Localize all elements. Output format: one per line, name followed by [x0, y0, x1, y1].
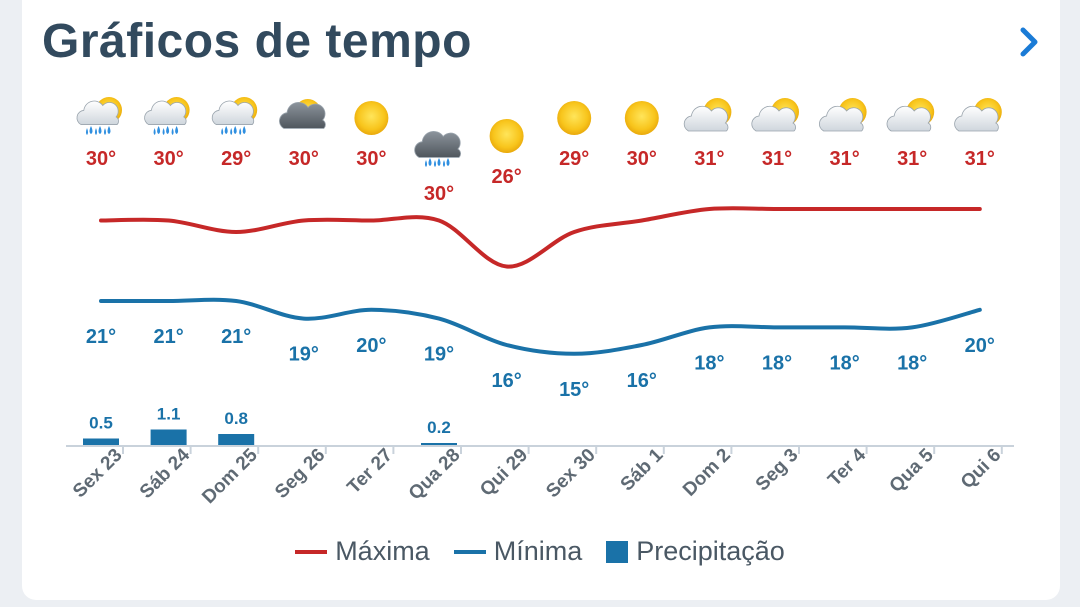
- sun-cloud-icon: [886, 98, 935, 132]
- max-temp-label: 30°: [424, 183, 454, 205]
- min-temp-label: 18°: [762, 352, 792, 374]
- legend-swatch-max: [295, 549, 328, 554]
- x-tick-label: Qua 28: [405, 445, 465, 505]
- min-temp-label: 15°: [559, 379, 589, 401]
- max-temp-label: 31°: [694, 148, 724, 170]
- cloud-icon: [279, 99, 326, 129]
- x-tick-label: Dom 2: [679, 445, 735, 501]
- legend-label-precip: Precipitação: [636, 536, 785, 566]
- sun-cloud-icon: [954, 98, 1002, 132]
- min-temp-label: 21°: [221, 326, 251, 348]
- min-temp-label: 20°: [356, 335, 386, 357]
- x-tick-label: Dom 25: [198, 444, 262, 508]
- precip-label: 1.1: [157, 405, 181, 424]
- precip-bar[interactable]: [83, 438, 119, 447]
- x-tick-label: Qui 29: [476, 445, 532, 501]
- precip-bar[interactable]: [150, 429, 187, 447]
- x-tick-label: Ter 4: [824, 444, 870, 490]
- x-tick-label: Sáb 1: [617, 444, 668, 495]
- precip-label: 0.2: [427, 418, 451, 437]
- min-temp-label: 18°: [897, 352, 927, 374]
- sun-icon: [557, 101, 592, 135]
- max-temp-line: [99, 206, 982, 269]
- x-tick-label: Qua 5: [886, 444, 938, 496]
- min-temp-line: [99, 297, 982, 356]
- max-temp-label: 31°: [965, 148, 995, 170]
- precip-bar[interactable]: [218, 434, 255, 446]
- x-tick-label: Seg 3: [752, 445, 803, 496]
- sun-cloud-rain-icon: [144, 97, 190, 135]
- min-temp-label: 20°: [965, 335, 995, 357]
- cloud-rain-icon: [414, 131, 461, 167]
- max-temp-label: 30°: [289, 148, 319, 170]
- min-temp-label: 21°: [86, 326, 116, 348]
- sun-icon: [354, 101, 389, 135]
- min-temp-label: 19°: [289, 344, 319, 366]
- max-temp-label: 30°: [153, 148, 183, 170]
- sun-cloud-rain-icon: [76, 97, 122, 135]
- precip-label: 0.8: [224, 409, 248, 428]
- x-tick-label: Ter 27: [343, 445, 396, 498]
- max-temp-label: 31°: [829, 148, 859, 170]
- sun-icon: [489, 119, 524, 153]
- max-temp-label: 31°: [897, 148, 927, 170]
- x-tick-label: Seg 26: [271, 445, 329, 503]
- legend-label-max: Máxima: [335, 536, 430, 566]
- min-temp-label: 16°: [627, 370, 657, 392]
- min-temp-label: 18°: [829, 352, 859, 374]
- chart-legend: Máxima Mínima Precipitação: [0, 536, 1080, 567]
- sun-cloud-icon: [683, 98, 732, 132]
- sun-cloud-icon: [819, 98, 867, 132]
- max-temp-label: 30°: [356, 148, 386, 170]
- max-temp-label: 26°: [491, 166, 521, 188]
- legend-item-min[interactable]: Mínima: [453, 536, 583, 567]
- x-tick-label: Sex 30: [542, 445, 599, 502]
- x-tick-label: Qui 6: [957, 445, 1005, 493]
- precip-bar[interactable]: [421, 443, 457, 446]
- legend-swatch-min: [453, 549, 486, 554]
- max-temp-label: 31°: [762, 148, 792, 170]
- chevron-right-icon[interactable]: [1010, 22, 1050, 62]
- min-temp-label: 19°: [424, 344, 454, 366]
- legend-label-min: Mínima: [493, 536, 583, 566]
- max-temp-label: 29°: [221, 148, 251, 170]
- x-tick-label: Sex 23: [69, 445, 126, 502]
- min-temp-label: 18°: [694, 352, 724, 374]
- legend-swatch-precip: [606, 540, 629, 563]
- sun-icon: [624, 101, 659, 135]
- x-tick-label: Sáb 24: [136, 444, 194, 502]
- min-temp-label: 21°: [153, 326, 183, 348]
- legend-item-max[interactable]: Máxima: [295, 536, 430, 567]
- sun-cloud-rain-icon: [211, 97, 258, 135]
- max-temp-label: 30°: [627, 148, 657, 170]
- min-temp-label: 16°: [491, 370, 521, 392]
- precip-label: 0.5: [89, 414, 113, 433]
- max-temp-label: 29°: [559, 148, 589, 170]
- page-title: Gráficos de tempo: [42, 15, 472, 68]
- max-temp-label: 30°: [86, 148, 116, 170]
- legend-item-precip[interactable]: Precipitação: [606, 536, 785, 567]
- sun-cloud-icon: [751, 98, 799, 132]
